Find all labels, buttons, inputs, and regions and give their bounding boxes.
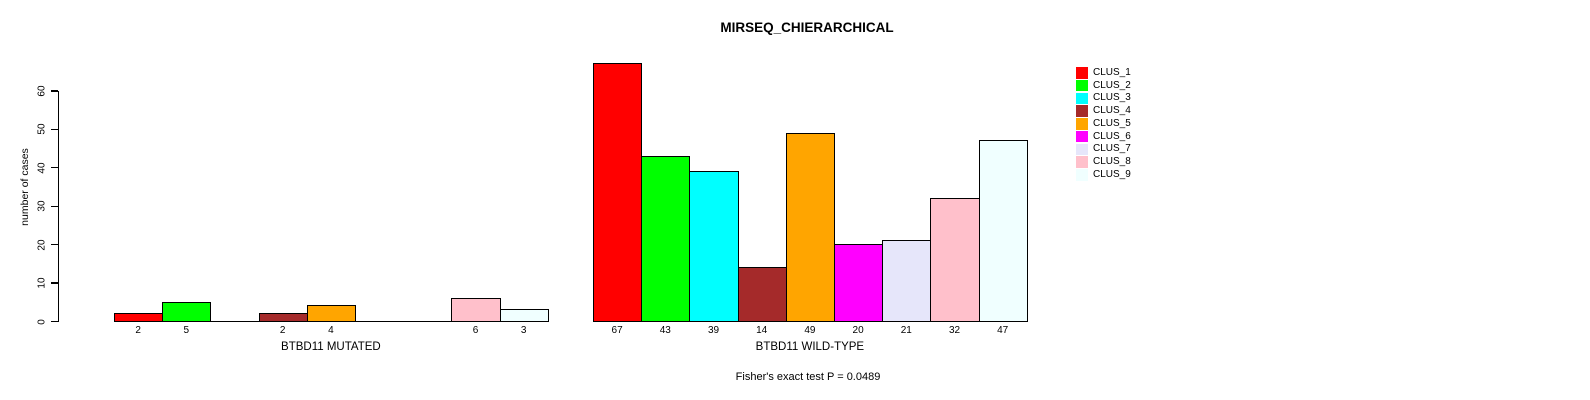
footnote-fisher-test: Fisher's exact test P = 0.0489 xyxy=(735,371,881,383)
legend-row: CLUS_2 xyxy=(1076,80,1131,92)
legend-row: CLUS_6 xyxy=(1076,131,1131,143)
y-tick-label: 40 xyxy=(36,162,48,174)
bar-clus_4 xyxy=(737,266,787,323)
bar-clus_9 xyxy=(499,309,549,323)
legend-label: CLUS_4 xyxy=(1093,105,1131,117)
legend-row: CLUS_8 xyxy=(1076,156,1131,168)
y-tick xyxy=(51,167,58,169)
legend-row: CLUS_7 xyxy=(1076,143,1131,156)
legend-label: CLUS_1 xyxy=(1093,67,1131,78)
bar-clus_5 xyxy=(306,305,356,323)
bar-clus_2 xyxy=(162,301,212,323)
legend-swatch-clus_9 xyxy=(1076,169,1088,181)
legend-label: CLUS_3 xyxy=(1093,92,1131,104)
legend-label: CLUS_8 xyxy=(1093,156,1131,168)
legend-swatch-clus_2 xyxy=(1076,79,1088,92)
y-tick-label: 0 xyxy=(36,318,48,325)
bar-clus_8 xyxy=(930,197,980,323)
y-tick xyxy=(51,282,58,284)
bar-clus_2 xyxy=(641,155,691,323)
y-tick xyxy=(51,244,58,246)
bar-value-label: 43 xyxy=(659,325,671,336)
bar-value-label: 49 xyxy=(804,325,816,336)
bar-clus_6 xyxy=(834,243,884,323)
legend-label: CLUS_2 xyxy=(1093,79,1131,91)
legend-row: CLUS_5 xyxy=(1076,118,1131,130)
legend-swatch-clus_8 xyxy=(1076,156,1088,168)
y-axis-title: number of cases xyxy=(19,148,31,226)
y-tick xyxy=(51,320,58,323)
bar-clus_8 xyxy=(451,297,501,323)
legend-label: CLUS_7 xyxy=(1093,143,1131,155)
legend-row: CLUS_1 xyxy=(1076,67,1131,79)
bar-value-label: 39 xyxy=(707,325,720,336)
bar-value-label: 4 xyxy=(328,325,334,336)
y-tick xyxy=(51,205,58,207)
bar-clus_7 xyxy=(882,240,932,323)
legend-swatch-clus_7 xyxy=(1076,143,1088,156)
legend-label: CLUS_6 xyxy=(1093,130,1131,142)
bar-value-label: 5 xyxy=(183,325,190,336)
bar-value-label: 47 xyxy=(997,325,1009,336)
bar-value-label: 14 xyxy=(756,325,768,336)
bar-value-label: 2 xyxy=(279,325,286,336)
bar-value-label: 2 xyxy=(135,325,141,336)
y-tick-label: 60 xyxy=(36,85,48,97)
bar-value-label: 67 xyxy=(611,325,623,336)
legend-label: CLUS_9 xyxy=(1093,168,1131,180)
legend-row: CLUS_4 xyxy=(1076,105,1131,117)
bar-value-label: 3 xyxy=(520,325,527,336)
y-axis-line xyxy=(58,91,60,322)
bar-clus_3 xyxy=(689,170,739,323)
y-tick xyxy=(51,90,58,92)
bar-value-label: 20 xyxy=(852,325,864,336)
group-label: BTBD11 WILD-TYPE xyxy=(755,341,865,353)
y-tick-label: 20 xyxy=(36,239,48,251)
group-label: BTBD11 MUTATED xyxy=(281,341,381,353)
legend-row: CLUS_3 xyxy=(1076,92,1131,105)
legend-swatch-clus_1 xyxy=(1076,67,1088,79)
legend-row: CLUS_9 xyxy=(1076,169,1131,181)
legend-swatch-clus_5 xyxy=(1076,118,1088,130)
legend-swatch-clus_6 xyxy=(1076,130,1088,143)
bar-value-label: 32 xyxy=(948,325,961,336)
bar-clus_5 xyxy=(785,132,835,323)
bar-value-label: 21 xyxy=(900,325,912,336)
y-tick-label: 50 xyxy=(36,123,48,135)
y-tick-label: 10 xyxy=(36,277,48,289)
y-tick xyxy=(51,128,58,130)
legend-swatch-clus_3 xyxy=(1076,92,1088,105)
bar-clus_1 xyxy=(593,63,643,323)
bar-clus_4 xyxy=(258,313,308,323)
bar-value-label: 6 xyxy=(472,325,479,336)
legend-swatch-clus_4 xyxy=(1076,105,1088,117)
chart-title: MIRSEQ_CHIERARCHICAL xyxy=(720,20,894,35)
legend-label: CLUS_5 xyxy=(1093,117,1131,129)
bar-clus_1 xyxy=(114,313,164,323)
y-tick-label: 30 xyxy=(36,200,48,212)
bar-clus_9 xyxy=(978,140,1028,323)
